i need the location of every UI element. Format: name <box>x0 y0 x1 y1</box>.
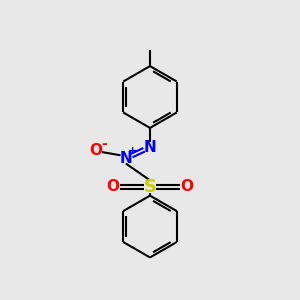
Text: +: + <box>128 146 137 156</box>
Text: N: N <box>119 151 132 166</box>
Text: S: S <box>143 178 157 196</box>
Text: O: O <box>180 179 193 194</box>
Text: N: N <box>144 140 156 154</box>
Text: O: O <box>89 143 102 158</box>
Text: -: - <box>101 137 106 151</box>
Text: O: O <box>107 179 120 194</box>
